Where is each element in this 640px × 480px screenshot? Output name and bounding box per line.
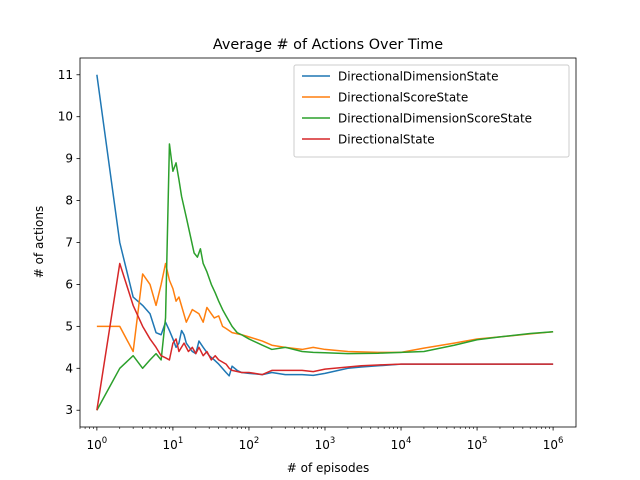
y-tick-label: 4 bbox=[65, 361, 73, 375]
y-axis-label: # of actions bbox=[32, 206, 46, 278]
y-tick-label: 5 bbox=[65, 319, 73, 333]
legend: DirectionalDimensionState DirectionalScor… bbox=[293, 64, 570, 158]
x-tick-label: 102 bbox=[239, 436, 260, 452]
series-line-4 bbox=[96, 262, 554, 411]
series-group bbox=[96, 74, 554, 411]
y-tick-label: 3 bbox=[65, 403, 73, 417]
legend-label-4: DirectionalState bbox=[338, 133, 435, 147]
x-tick-label: 103 bbox=[315, 436, 336, 452]
legend-box bbox=[293, 64, 570, 158]
y-tick-label: 7 bbox=[65, 236, 73, 250]
y-axis: 3 4 5 6 7 8 9 10 11 bbox=[58, 68, 80, 417]
y-tick-label: 6 bbox=[65, 277, 73, 291]
x-tick-label: 105 bbox=[467, 436, 488, 452]
chart-title: Average # of Actions Over Time bbox=[213, 37, 443, 53]
x-axis: 100 101 102 103 104 105 106 bbox=[79, 427, 564, 452]
x-axis-label: # of episodes bbox=[287, 461, 369, 475]
series-line-3 bbox=[96, 143, 554, 411]
legend-label-1: DirectionalDimensionState bbox=[338, 70, 498, 84]
y-tick-label: 10 bbox=[58, 110, 73, 124]
x-tick-label: 101 bbox=[163, 436, 184, 452]
y-tick-label: 8 bbox=[65, 194, 73, 208]
legend-label-3: DirectionalDimensionScoreState bbox=[338, 112, 532, 126]
x-tick-label: 104 bbox=[391, 436, 412, 452]
legend-label-2: DirectionalScoreState bbox=[338, 91, 468, 105]
x-tick-label: 100 bbox=[87, 436, 108, 452]
y-tick-label: 9 bbox=[65, 152, 73, 166]
y-tick-label: 11 bbox=[58, 68, 73, 82]
x-tick-label: 106 bbox=[543, 436, 564, 452]
